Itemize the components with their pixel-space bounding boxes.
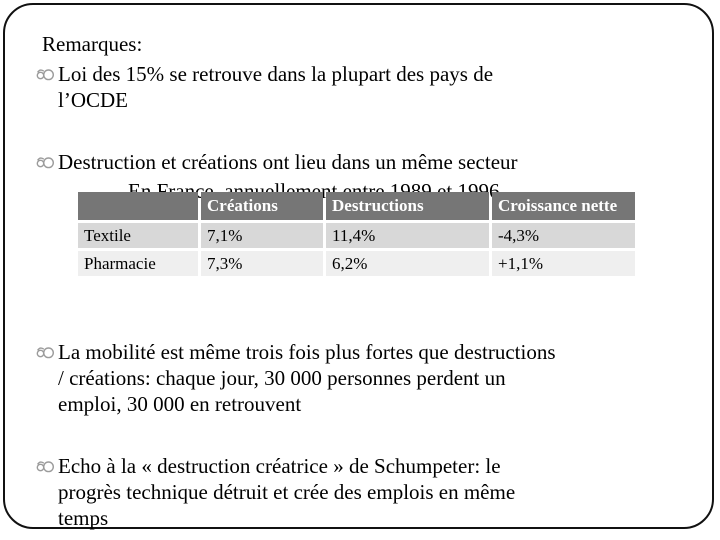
header-cell-destructions: Destructions: [326, 192, 489, 220]
table-header-row: Créations Destructions Croissance nette: [78, 192, 635, 220]
bullet-item-destruction-creation: Destruction et créations ont lieu dans u…: [35, 149, 698, 175]
header-cell-creations: Créations: [201, 192, 323, 220]
bullet-item-schumpeter: Echo à la « destruction créatrice » de S…: [35, 453, 698, 531]
cell-destructions-value: 11,4%: [326, 223, 489, 248]
table-row-pharmacie: Pharmacie 7,3% 6,2% +1,1%: [78, 251, 635, 276]
swash-bullet-icon: [35, 66, 58, 83]
sector-table: Créations Destructions Croissance nette …: [75, 189, 638, 279]
swash-bullet-icon: [35, 154, 58, 171]
cell-sector-label: Pharmacie: [78, 251, 198, 276]
bullet-text: Echo à la « destruction créatrice » de S…: [58, 454, 516, 530]
swash-bullet-icon: [35, 458, 58, 475]
header-cell-croissance-nette: Croissance nette: [492, 192, 635, 220]
cell-creations-value: 7,3%: [201, 251, 323, 276]
cell-croissance-value: -4,3%: [492, 223, 635, 248]
bullet-item-mobilite: La mobilité est même trois fois plus for…: [35, 339, 698, 417]
cell-creations-value: 7,1%: [201, 223, 323, 248]
cell-sector-label: Textile: [78, 223, 198, 248]
swash-bullet-icon: [35, 344, 58, 361]
slide-border-frame: [3, 3, 714, 529]
bullet-text: Loi des 15% se retrouve dans la plupart …: [58, 62, 494, 112]
bullet-text: Destruction et créations ont lieu dans u…: [58, 150, 518, 174]
slide-title: Remarques:: [42, 32, 143, 56]
bullet-text: La mobilité est même trois fois plus for…: [58, 340, 556, 416]
table-row-textile: Textile 7,1% 11,4% -4,3%: [78, 223, 635, 248]
cell-croissance-value: +1,1%: [492, 251, 635, 276]
cell-destructions-value: 6,2%: [326, 251, 489, 276]
header-cell-blank: [78, 192, 198, 220]
bullet-item-loi-15: Loi des 15% se retrouve dans la plupart …: [35, 61, 698, 113]
